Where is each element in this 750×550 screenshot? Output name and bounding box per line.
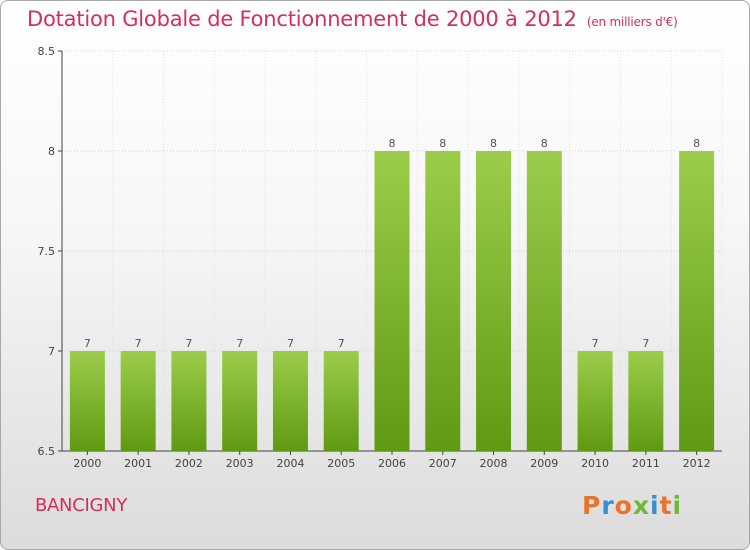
bar (222, 351, 258, 451)
data-label: 7 (236, 337, 243, 350)
x-tick-label: 2009 (530, 457, 558, 470)
x-tick-label: 2002 (175, 457, 203, 470)
bar (628, 351, 664, 451)
x-tick-label: 2012 (683, 457, 711, 470)
data-label: 7 (84, 337, 91, 350)
x-tick-label: 2006 (378, 457, 406, 470)
labels: 6.5 7 7.5 8 8.5 7 2000 7 2001 7 2002 7 2003 7 2004 7 200… (38, 45, 711, 470)
data-label: 8 (439, 137, 446, 150)
bar (120, 351, 156, 451)
y-tick-label: 8.5 (38, 45, 56, 58)
chart-title: Dotation Globale de Fonctionnement de 20… (27, 7, 678, 31)
y-tick-label: 7.5 (38, 245, 56, 258)
proxiti-logo: Proxiti (582, 491, 682, 520)
bar (577, 351, 613, 451)
data-label: 8 (541, 137, 548, 150)
logo-letter: i (650, 491, 660, 520)
x-tick-label: 2008 (480, 457, 508, 470)
chart-title-text: Dotation Globale de Fonctionnement de 20… (27, 7, 577, 31)
y-tick-label: 6.5 (38, 445, 56, 458)
data-label: 7 (287, 337, 294, 350)
logo-letter: i (672, 491, 683, 520)
bar (526, 151, 562, 451)
commune-name: BANCIGNY (35, 495, 128, 516)
bar (679, 151, 715, 451)
bar (425, 151, 461, 451)
logo-letter: x (632, 491, 650, 520)
logo-letter: o (614, 491, 633, 520)
bar (476, 151, 512, 451)
logo-letter: r (601, 491, 615, 520)
y-tick-label: 8 (48, 145, 55, 158)
logo-letter: P (582, 491, 602, 520)
x-tick-label: 2005 (327, 457, 355, 470)
bars (69, 151, 715, 451)
chart-unit: (en milliers d'€) (586, 15, 678, 29)
bar (323, 351, 359, 451)
x-tick-label: 2007 (429, 457, 457, 470)
data-label: 8 (693, 137, 700, 150)
x-tick-label: 2011 (632, 457, 660, 470)
data-label: 7 (642, 337, 649, 350)
x-tick-label: 2000 (73, 457, 101, 470)
x-tick-label: 2003 (226, 457, 254, 470)
logo-letter: t (659, 491, 673, 520)
data-label: 7 (592, 337, 599, 350)
x-tick-label: 2010 (581, 457, 609, 470)
data-label: 8 (490, 137, 497, 150)
data-label: 8 (389, 137, 396, 150)
data-label: 7 (135, 337, 142, 350)
x-tick-label: 2004 (276, 457, 304, 470)
data-label: 7 (338, 337, 345, 350)
data-label: 7 (185, 337, 192, 350)
x-tick-label: 2001 (124, 457, 152, 470)
bar (272, 351, 308, 451)
bar (171, 351, 207, 451)
y-tick-label: 7 (48, 345, 55, 358)
bar (374, 151, 410, 451)
bar (69, 351, 105, 451)
